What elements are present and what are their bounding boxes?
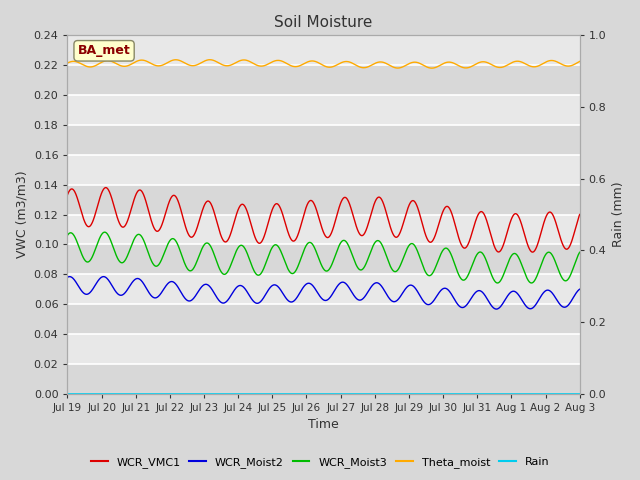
Bar xyxy=(67,334,580,364)
Bar xyxy=(67,275,580,304)
WCR_VMC1 xyxy=(529,249,536,255)
WCR_Moist3 xyxy=(300,249,307,255)
WCR_VMC1 xyxy=(300,214,307,220)
WCR_Moist3 xyxy=(576,250,584,255)
WCR_VMC1 xyxy=(467,233,475,239)
X-axis label: Time: Time xyxy=(308,419,339,432)
WCR_Moist3 xyxy=(63,232,71,238)
Y-axis label: Rain (mm): Rain (mm) xyxy=(612,182,625,247)
WCR_Moist2 xyxy=(576,287,584,292)
Rain xyxy=(561,391,568,396)
Y-axis label: VWC (m3/m3): VWC (m3/m3) xyxy=(15,171,28,258)
WCR_VMC1 xyxy=(313,208,321,214)
Bar xyxy=(67,155,580,185)
WCR_Moist3 xyxy=(90,251,97,257)
WCR_VMC1 xyxy=(90,216,97,222)
Rain xyxy=(467,391,475,396)
Legend: WCR_VMC1, WCR_Moist2, WCR_Moist3, Theta_moist, Rain: WCR_VMC1, WCR_Moist2, WCR_Moist3, Theta_… xyxy=(86,452,554,472)
Rain xyxy=(576,391,584,396)
WCR_Moist2 xyxy=(493,306,500,312)
WCR_Moist3 xyxy=(527,280,535,286)
Text: BA_met: BA_met xyxy=(77,44,131,57)
Bar xyxy=(67,65,580,95)
WCR_Moist3 xyxy=(100,229,108,235)
Bar xyxy=(67,215,580,244)
Line: WCR_Moist2: WCR_Moist2 xyxy=(67,276,580,309)
WCR_VMC1 xyxy=(63,192,71,198)
WCR_Moist2 xyxy=(300,285,307,290)
Bar xyxy=(67,244,580,275)
Line: WCR_Moist3: WCR_Moist3 xyxy=(67,232,580,283)
Theta_moist xyxy=(63,60,71,66)
Title: Soil Moisture: Soil Moisture xyxy=(275,15,372,30)
Bar xyxy=(67,364,580,394)
Line: WCR_VMC1: WCR_VMC1 xyxy=(67,188,580,252)
Rain xyxy=(299,391,307,396)
Rain xyxy=(90,391,97,396)
WCR_Moist2 xyxy=(63,275,71,280)
Theta_moist xyxy=(561,63,569,69)
WCR_Moist3 xyxy=(561,278,569,284)
Rain xyxy=(63,391,71,396)
WCR_Moist2 xyxy=(561,304,569,310)
WCR_Moist2 xyxy=(561,304,569,310)
WCR_Moist3 xyxy=(467,265,475,271)
Theta_moist xyxy=(428,65,436,71)
Theta_moist xyxy=(561,63,569,69)
WCR_Moist2 xyxy=(66,274,74,279)
WCR_VMC1 xyxy=(102,185,109,191)
Theta_moist xyxy=(467,64,475,70)
WCR_Moist2 xyxy=(467,296,475,301)
Theta_moist xyxy=(313,59,321,65)
WCR_Moist2 xyxy=(313,288,321,294)
Rain xyxy=(313,391,321,396)
Line: Theta_moist: Theta_moist xyxy=(67,60,580,68)
WCR_Moist2 xyxy=(90,285,98,290)
Rain xyxy=(561,391,569,396)
Theta_moist xyxy=(576,59,584,64)
Bar xyxy=(67,125,580,155)
Bar xyxy=(67,95,580,125)
WCR_Moist3 xyxy=(313,250,321,256)
Theta_moist xyxy=(90,63,97,69)
Bar xyxy=(67,36,580,65)
WCR_VMC1 xyxy=(576,212,584,217)
WCR_VMC1 xyxy=(561,246,569,252)
Theta_moist xyxy=(206,57,214,62)
Bar xyxy=(67,185,580,215)
Bar xyxy=(67,304,580,334)
Theta_moist xyxy=(300,61,307,67)
WCR_VMC1 xyxy=(561,246,569,252)
WCR_Moist3 xyxy=(561,278,569,284)
